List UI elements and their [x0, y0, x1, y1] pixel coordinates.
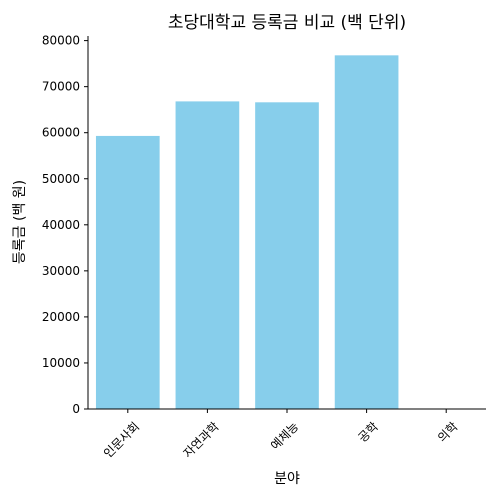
y-axis-label: 등록금 (백 원) [12, 180, 28, 264]
bar-4 [334, 55, 399, 410]
y-tick-label: 0 [72, 402, 80, 416]
x-axis-label: 분야 [274, 471, 300, 487]
y-axis: 0 10000 20000 30000 40000 50000 60000 70000 8000… [42, 34, 88, 416]
y-tick-label: 20000 [42, 310, 80, 324]
y-tick-label: 30000 [42, 264, 80, 278]
y-tick-label: 80000 [42, 34, 80, 48]
y-tick-label: 60000 [42, 126, 80, 140]
y-tick-label: 70000 [42, 80, 80, 94]
bar-3 [255, 102, 319, 410]
x-tick-label: 자연과학 [181, 419, 222, 460]
bar-1 [95, 135, 160, 409]
x-tick-label: 인문사회 [101, 419, 142, 460]
bars-group [95, 55, 399, 410]
chart-title: 초당대학교 등록금 비교 (백 단위) [168, 13, 406, 33]
y-tick-label: 40000 [42, 218, 80, 232]
bar-2 [175, 101, 240, 409]
x-tick-label: 공학 [355, 419, 381, 445]
x-tick-label: 의학 [435, 419, 461, 445]
y-tick-label: 50000 [42, 172, 80, 186]
x-tick-label: 예체능 [268, 419, 301, 452]
y-tick-label: 10000 [42, 356, 80, 370]
x-axis: 인문사회 자연과학 예체능 공학 의학 [101, 409, 461, 461]
